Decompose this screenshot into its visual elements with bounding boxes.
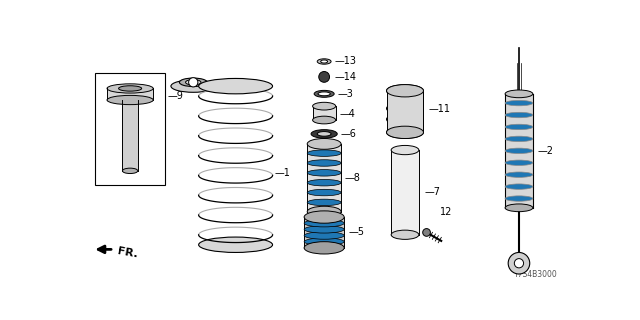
Bar: [307, 144, 341, 212]
Ellipse shape: [107, 95, 153, 105]
Bar: [95, 73, 164, 185]
Ellipse shape: [304, 232, 344, 239]
Ellipse shape: [312, 102, 336, 110]
Ellipse shape: [314, 90, 334, 97]
Ellipse shape: [307, 139, 341, 149]
Ellipse shape: [505, 136, 533, 141]
Text: —8: —8: [345, 173, 361, 183]
Text: —10: —10: [219, 80, 241, 90]
Text: —6: —6: [340, 129, 356, 139]
Ellipse shape: [505, 204, 533, 212]
Ellipse shape: [391, 145, 419, 155]
Text: —11: —11: [429, 104, 451, 114]
Ellipse shape: [304, 242, 344, 254]
Ellipse shape: [307, 150, 341, 156]
Ellipse shape: [387, 113, 424, 125]
Bar: [312, 106, 336, 120]
Bar: [122, 100, 138, 171]
Ellipse shape: [317, 59, 331, 64]
Ellipse shape: [387, 102, 424, 115]
Text: —2: —2: [538, 146, 554, 156]
Text: —1: —1: [275, 168, 291, 178]
Ellipse shape: [505, 160, 533, 165]
Ellipse shape: [387, 126, 424, 139]
Ellipse shape: [505, 100, 533, 106]
Ellipse shape: [307, 160, 341, 166]
Ellipse shape: [387, 126, 424, 139]
Ellipse shape: [505, 184, 533, 189]
Text: —13: —13: [334, 57, 356, 67]
Ellipse shape: [505, 90, 533, 98]
Text: —9: —9: [167, 91, 183, 101]
Ellipse shape: [118, 86, 141, 91]
Bar: [304, 217, 344, 248]
Bar: [391, 150, 419, 235]
Bar: [107, 88, 153, 100]
Ellipse shape: [307, 180, 341, 186]
Ellipse shape: [312, 116, 336, 124]
Ellipse shape: [321, 60, 328, 63]
Ellipse shape: [387, 84, 424, 97]
Text: FR.: FR.: [117, 246, 139, 259]
Ellipse shape: [186, 80, 201, 85]
Ellipse shape: [318, 92, 330, 96]
Bar: [387, 91, 424, 132]
Circle shape: [515, 259, 524, 268]
Ellipse shape: [179, 78, 207, 86]
Circle shape: [508, 252, 530, 274]
Ellipse shape: [505, 196, 533, 201]
Ellipse shape: [307, 206, 341, 217]
Ellipse shape: [304, 226, 344, 233]
Ellipse shape: [304, 220, 344, 227]
Ellipse shape: [307, 170, 341, 176]
Ellipse shape: [307, 199, 341, 206]
Bar: [387, 91, 424, 132]
Ellipse shape: [107, 84, 153, 93]
Ellipse shape: [387, 84, 424, 97]
Ellipse shape: [198, 78, 273, 94]
Bar: [505, 94, 533, 208]
Ellipse shape: [505, 172, 533, 177]
Ellipse shape: [505, 124, 533, 130]
Ellipse shape: [304, 238, 344, 245]
Text: —7: —7: [424, 188, 440, 197]
Text: 12: 12: [440, 207, 452, 217]
Ellipse shape: [171, 80, 216, 92]
Ellipse shape: [505, 148, 533, 154]
Circle shape: [422, 228, 431, 236]
Text: —4: —4: [340, 109, 355, 119]
Circle shape: [319, 71, 330, 82]
Ellipse shape: [317, 132, 331, 136]
Ellipse shape: [304, 211, 344, 223]
Text: —3: —3: [337, 89, 353, 99]
Ellipse shape: [198, 237, 273, 252]
Text: —5: —5: [348, 228, 364, 237]
Ellipse shape: [505, 112, 533, 118]
Text: T7S4B3000: T7S4B3000: [514, 270, 558, 279]
Ellipse shape: [391, 230, 419, 239]
Ellipse shape: [307, 189, 341, 196]
Ellipse shape: [122, 168, 138, 173]
Text: —14: —14: [334, 72, 356, 82]
Circle shape: [189, 78, 198, 87]
Ellipse shape: [311, 130, 337, 138]
Bar: [387, 108, 424, 119]
